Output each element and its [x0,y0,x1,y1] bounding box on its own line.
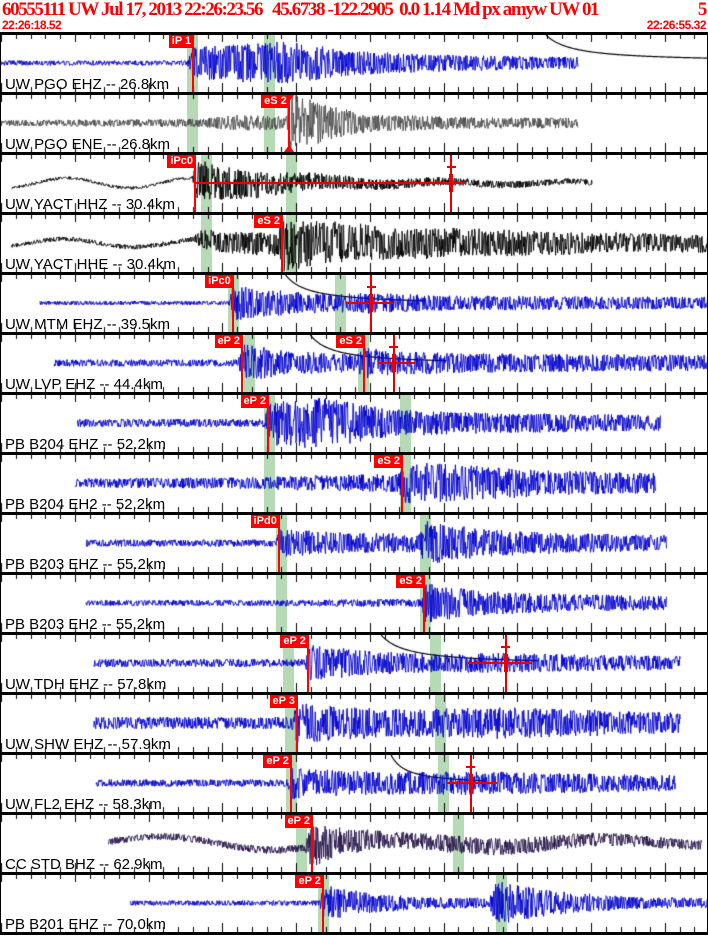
waveform-canvas[interactable] [1,575,707,632]
coda-marker-tick [466,766,476,768]
station-label: PB B203 EH2 -- 55.2km [5,616,166,633]
waveform-canvas[interactable] [1,395,707,452]
time-window-row: 22:26:18.52 22:26:55.32 [0,19,708,31]
phase-pick-label[interactable]: eS 2 [336,335,365,348]
phase-pick-marker[interactable]: iPc0 [205,275,234,332]
trace-panel-cc-std-bhz: eP 2 CC STD BHZ -- 62.9km [1,815,707,875]
phase-pick-label[interactable]: eP 3 [269,695,298,708]
trace-panel-uw-mtm-ehz: iPc0 UW MTM EHZ -- 39.5km [1,275,707,335]
trace-panels: iP 1 UW PGO EHZ -- 26.8km eS 2 UW PGO ENE -… [0,35,708,935]
coda-marker-tick [446,166,456,168]
coda-marker-bar[interactable] [503,654,508,672]
coda-marker-tick [366,286,376,288]
phase-pick-label[interactable]: eP 2 [280,635,309,648]
phase-pick-label[interactable]: eS 2 [254,215,283,228]
trace-panel-uw-tdh-ehz: eP 2 UW TDH EHZ -- 57.8km [1,635,707,695]
phase-pick-marker[interactable]: eP 2 [295,875,324,932]
waveform-canvas[interactable] [1,875,707,932]
trace-panel-uw-fl2-ehz: eP 2 UW FL2 EHZ -- 58.3km [1,755,707,815]
phase-pick-label[interactable]: eP 2 [284,815,313,828]
station-label: UW SHW EHZ -- 57.9km [5,736,171,753]
phase-pick-label[interactable]: iPc0 [205,275,234,288]
phase-pick-label[interactable]: eS 2 [374,455,404,468]
page-indicator: 5 [697,0,708,20]
trace-panel-uw-lvp-ehz: eP 2 eS 2 UW LVP EHZ -- 44.4km [1,335,707,395]
station-label: UW YACT HHE -- 30.4km [5,256,176,273]
station-label: PB B204 EHZ -- 52.2km [5,436,166,453]
trace-panel-pb-b203-ehz: iPd0 PB B203 EHZ -- 55.2km [1,515,707,575]
phase-pick-label[interactable]: eP 2 [214,335,243,348]
waveform-canvas[interactable] [1,635,707,692]
pick-handle-top-icon[interactable] [283,95,294,102]
coda-marker-bar[interactable] [369,294,373,312]
coda-marker-tick [389,346,399,348]
phase-pick-marker[interactable]: eP 2 [284,815,313,872]
coda-marker-bar[interactable] [391,354,396,372]
event-header: 60555111 UW Jul 17, 2013 22:26:23.56 45.… [0,0,708,35]
phase-pick-marker[interactable]: eP 2 [280,635,309,692]
phase-pick-label[interactable]: eS 2 [396,575,425,588]
waveform-canvas[interactable] [1,455,707,512]
station-label: UW PGO ENE -- 26.8km [5,136,171,153]
phase-pick-label[interactable]: eP 2 [263,755,292,768]
phase-pick-marker[interactable]: eS 2 [396,575,425,632]
station-label: UW PGO EHZ -- 26.8km [5,76,170,93]
event-summary: 60555111 UW Jul 17, 2013 22:26:23.56 45.… [2,0,600,20]
phase-pick-label[interactable]: eP 2 [240,395,269,408]
phase-pick-marker[interactable]: eS 2 [336,335,365,392]
phase-pick-label[interactable]: iP 1 [168,35,195,48]
phase-pick-marker[interactable]: eS 2 [374,455,404,512]
trace-panel-uw-yact-hhe: eS 2 UW YACT HHE -- 30.4km [1,215,707,275]
station-label: PB B203 EHZ -- 55.2km [5,556,166,573]
phase-pick-marker[interactable]: eS 2 [261,95,294,152]
trace-panel-pb-b204-ehz: eP 2 PB B204 EHZ -- 52.2km [1,395,707,455]
pick-handle-bottom-icon[interactable] [283,145,294,152]
coda-measure-line [468,662,532,664]
trace-panel-uw-yact-hhz: iPc0 UW YACT HHZ -- 30.4km [1,155,707,215]
station-label: PB B204 EH2 -- 52.2km [5,496,166,513]
trace-panel-uw-shw-ehz: eP 3 UW SHW EHZ -- 57.9km [1,695,707,755]
phase-pick-marker[interactable]: eS 2 [254,215,283,272]
coda-marker-bar[interactable] [449,174,453,192]
waveform-canvas[interactable] [1,755,707,812]
station-label: UW MTM EHZ -- 39.5km [5,316,170,333]
waveform-canvas[interactable] [1,815,707,872]
waveform-canvas[interactable] [1,95,707,152]
phase-pick-label[interactable]: iPc0 [167,155,196,168]
phase-pick-marker[interactable]: eP 3 [269,695,298,752]
phase-pick-label[interactable]: eS 2 [261,95,290,108]
phase-pick-marker[interactable]: iP 1 [168,35,195,92]
phase-pick-marker[interactable]: eP 2 [240,395,269,452]
phase-pick-label[interactable]: eP 2 [295,875,324,888]
phase-pick-marker[interactable]: eP 2 [214,335,243,392]
station-label: PB B201 EHZ -- 70.0km [5,916,166,933]
coda-marker-tick [501,646,511,648]
event-title-row: 60555111 UW Jul 17, 2013 22:26:23.56 45.… [0,0,708,19]
window-end-time: 22:26:55.32 [646,18,707,32]
trace-panel-uw-pgo-ehz: iP 1 UW PGO EHZ -- 26.8km [1,35,707,95]
phase-pick-marker[interactable]: iPd0 [250,515,280,572]
station-label: UW YACT HHZ -- 30.4km [5,196,176,213]
phase-pick-marker[interactable]: eP 2 [263,755,292,812]
coda-marker-bar[interactable] [468,774,473,792]
waveform-canvas[interactable] [1,695,707,752]
waveform-canvas[interactable] [1,215,707,272]
phase-pick-label[interactable]: iPd0 [250,515,280,528]
station-label: UW FL2 EHZ -- 58.3km [5,796,162,813]
station-label: UW TDH EHZ -- 57.8km [5,676,167,693]
waveform-canvas[interactable] [1,35,707,92]
trace-panel-uw-pgo-ene: eS 2 UW PGO ENE -- 26.8km [1,95,707,155]
window-start-time: 22:26:18.52 [2,18,62,32]
trace-panel-pb-b203-eh2: eS 2 PB B203 EH2 -- 55.2km [1,575,707,635]
station-label: UW LVP EHZ -- 44.4km [5,376,163,393]
waveform-canvas[interactable] [1,515,707,572]
trace-panel-pb-b204-eh2: eS 2 PB B204 EH2 -- 52.2km [1,455,707,515]
trace-panel-pb-b201-ehz: eP 2 PB B201 EHZ -- 70.0km [1,875,707,935]
coda-measure-line [195,182,467,184]
phase-pick-marker[interactable]: iPc0 [167,155,196,212]
station-label: CC STD BHZ -- 62.9km [5,856,163,873]
coda-measure-line [377,362,416,364]
